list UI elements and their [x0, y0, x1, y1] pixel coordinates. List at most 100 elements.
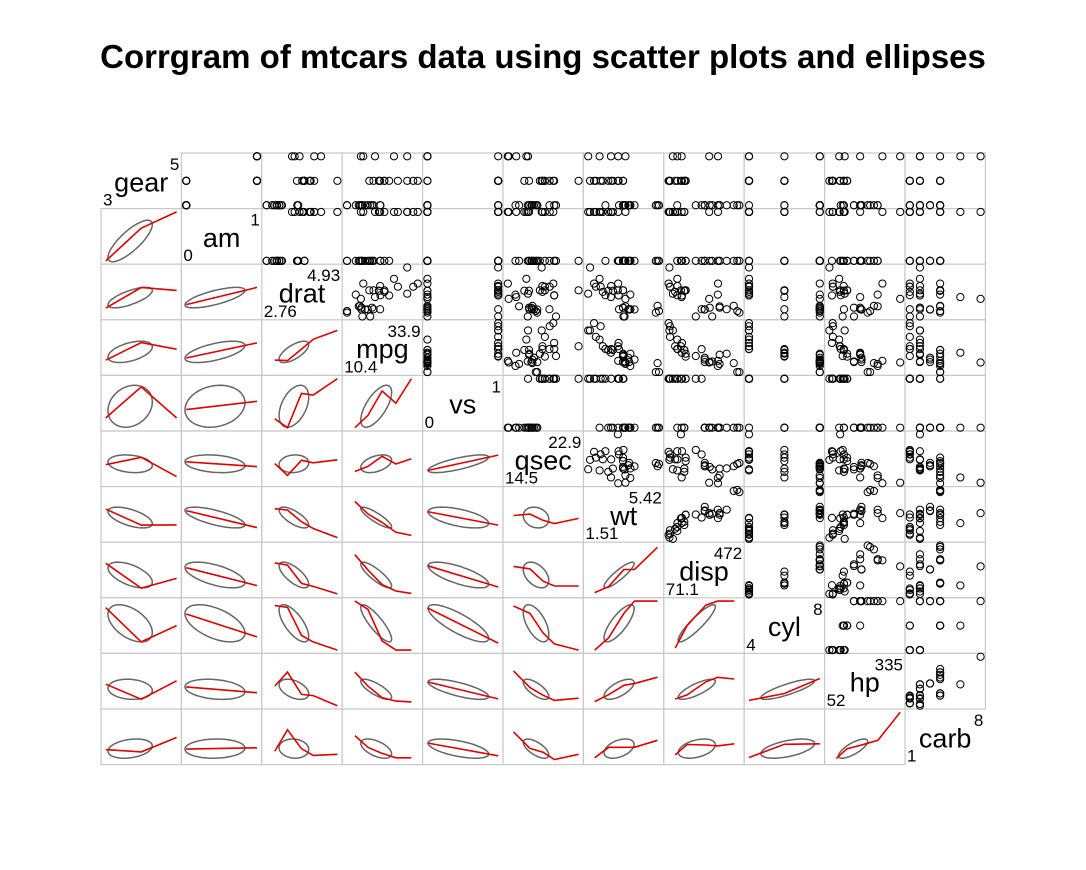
point-qsec-disp-8 — [676, 430, 686, 439]
point-drat-mpg-28 — [359, 279, 368, 288]
point-am-qsec-24 — [525, 256, 534, 265]
diag-min-carb: 1 — [907, 747, 916, 766]
point-drat-disp-24 — [722, 305, 731, 314]
point-mpg-qsec-26 — [522, 335, 531, 344]
point-mpg-wt-16 — [653, 359, 662, 368]
point-gear-mpg-27 — [403, 152, 412, 161]
point-drat-mpg-23 — [351, 290, 360, 299]
ellipse-disp-gear — [107, 561, 154, 589]
point-mpg-wt-24 — [626, 349, 635, 358]
point-wt-carb-28 — [936, 514, 945, 523]
point-cyl-hp-31 — [839, 645, 848, 655]
point-wt-disp-30 — [705, 509, 714, 518]
point-drat-mpg-18 — [403, 263, 412, 272]
cell-frame-drat-gear — [100, 263, 183, 321]
ellipse-hp-am — [184, 678, 246, 701]
ellipse-disp-drat — [278, 561, 310, 589]
point-disp-hp-31 — [839, 584, 848, 593]
point-qsec-carb-31 — [915, 455, 925, 464]
point-gear-disp-26 — [673, 152, 682, 161]
point-drat-cyl-30 — [815, 294, 824, 303]
point-mpg-disp-19 — [664, 319, 673, 328]
cell-frame-cyl-carb — [904, 597, 987, 654]
point-gear-hp-23 — [873, 201, 882, 210]
point-drat-mpg-29 — [370, 292, 380, 302]
smooth-carb-hp — [835, 711, 901, 760]
point-gear-carb-31 — [915, 176, 925, 185]
point-drat-wt-20 — [601, 291, 610, 300]
point-drat-carb-2 — [905, 287, 914, 296]
point-mpg-cyl-23 — [815, 361, 824, 371]
point-vs-qsec-31 — [538, 374, 547, 383]
point-mpg-vs-23 — [423, 361, 432, 371]
point-drat-mpg-7 — [385, 291, 394, 300]
point-gear-wt-17 — [596, 176, 605, 185]
diag-min-gear: 3 — [103, 191, 112, 210]
point-am-qsec-3 — [545, 256, 554, 265]
point-wt-hp-29 — [856, 519, 865, 528]
point-gear-hp-26 — [835, 152, 844, 161]
point-mpg-disp-16 — [729, 359, 738, 368]
point-mpg-cyl-8 — [744, 342, 754, 351]
point-mpg-hp-18 — [825, 326, 834, 335]
ellipse-cyl-qsec — [522, 603, 550, 643]
point-am-hp-31 — [839, 207, 848, 217]
point-drat-wt-16 — [653, 301, 662, 310]
point-mpg-carb-10 — [936, 352, 945, 361]
point-drat-qsec-14 — [533, 308, 542, 317]
point-mpg-qsec-15 — [531, 367, 540, 377]
ellipse-qsec-am — [184, 454, 246, 474]
diag-label-drat: drat — [279, 278, 326, 308]
point-mpg-wt-14 — [651, 367, 660, 377]
point-drat-mpg-31 — [376, 281, 385, 291]
point-drat-vs-23 — [423, 290, 432, 299]
point-gear-hp-24 — [856, 201, 865, 210]
point-gear-am-24 — [182, 201, 191, 210]
point-mpg-qsec-1 — [524, 345, 534, 355]
ellipse-cyl-drat — [278, 603, 310, 643]
point-vs-hp-23 — [873, 423, 882, 432]
point-am-hp-29 — [856, 207, 865, 217]
point-qsec-disp-25 — [665, 453, 675, 462]
point-gear-wt-25 — [591, 176, 600, 185]
point-drat-disp-21 — [708, 312, 717, 321]
point-mpg-hp-12 — [857, 353, 866, 362]
cell-frame-qsec-gear — [100, 430, 183, 488]
smooth-carb-qsec — [512, 731, 579, 761]
point-disp-cyl-29 — [780, 581, 789, 590]
point-gear-qsec-30 — [504, 152, 513, 161]
point-wt-disp-27 — [668, 534, 677, 543]
point-drat-wt-10 — [618, 286, 628, 295]
point-disp-hp-24 — [856, 550, 865, 559]
cell-frame-am-vs — [422, 208, 504, 265]
point-mpg-disp-12 — [700, 353, 709, 362]
point-am-carb-28 — [936, 207, 945, 217]
smooth-cyl-qsec — [513, 605, 579, 651]
point-drat-hp-5 — [838, 312, 847, 321]
point-am-hp-18 — [825, 207, 834, 217]
smooth-disp-drat — [274, 562, 338, 595]
point-gear-mpg-29 — [370, 152, 380, 161]
point-gear-disp-28 — [713, 152, 723, 161]
diag-max-carb: 8 — [974, 711, 983, 730]
point-gear-hp-10 — [843, 176, 852, 185]
point-qsec-cyl-9 — [780, 457, 789, 466]
point-qsec-disp-13 — [700, 458, 709, 467]
smooth-wt-vs — [427, 510, 499, 526]
point-drat-disp-27 — [668, 289, 677, 298]
point-drat-mpg-25 — [393, 282, 403, 291]
point-qsec-wt-8 — [613, 430, 622, 439]
point-gear-mpg-10 — [365, 176, 374, 185]
point-vs-disp-31 — [673, 374, 682, 383]
point-drat-mpg-3 — [376, 305, 385, 314]
point-qsec-hp-26 — [835, 466, 844, 475]
point-mpg-carb-23 — [936, 361, 945, 371]
point-drat-vs-28 — [423, 279, 432, 288]
point-drat-wt-17 — [596, 282, 605, 291]
point-qsec-carb-10 — [936, 453, 945, 462]
cell-frame-am-drat — [261, 208, 343, 265]
smooth-wt-drat — [274, 507, 338, 539]
point-drat-hp-26 — [835, 274, 844, 283]
point-drat-disp-14 — [735, 308, 744, 317]
point-drat-hp-28 — [878, 279, 887, 288]
